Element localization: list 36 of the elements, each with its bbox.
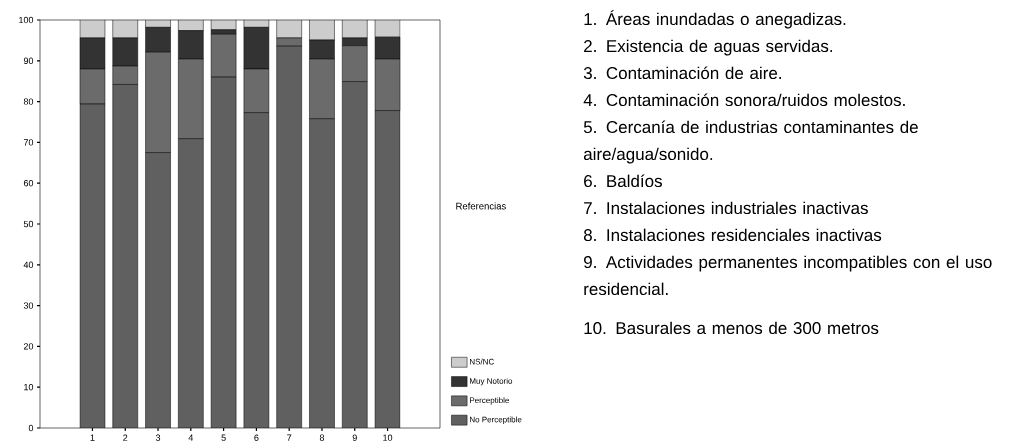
text: 6. Baldíos [584, 174, 662, 188]
y-tick-label: 100 [19, 16, 34, 24]
x-tick-label: 5 [221, 434, 226, 441]
y-tick-label: 50 [23, 220, 34, 228]
x-tick-label: 2 [123, 434, 128, 441]
x-tick-label: 10 [383, 434, 393, 441]
legend-label: Perceptible [470, 397, 510, 405]
x-tick-label: 1 [90, 434, 95, 441]
text: 1. Áreas inundadas o anegadizas. [584, 10, 846, 29]
x-tick-label: 3 [155, 434, 161, 441]
text: 5. Cercanía de industrias contaminantes de aire/agua/sonido. [583, 120, 918, 164]
text: 7. Instalaciones industriales inactivas [584, 201, 868, 215]
y-tick-label: 20 [23, 343, 34, 350]
y-tick-label: 10 [24, 384, 34, 391]
y-tick-label: 60 [23, 180, 34, 187]
text: 9. Actividades permanentes incompatibles con el uso residencial. [584, 255, 992, 296]
legend-label: Muy Notorio [470, 377, 513, 386]
y-tick-label: 0 [28, 424, 34, 432]
text: 10. Basurales a menos de 300 metros [584, 321, 879, 335]
y-tick-label: 90 [23, 57, 34, 64]
y-tick-label: 40 [23, 261, 34, 268]
text: 2. Existencia de aguas servidas. [584, 39, 833, 56]
x-tick-label: 9 [352, 434, 357, 441]
y-tick-label: 70 [23, 139, 34, 146]
x-tick-label: 7 [287, 434, 292, 441]
text: 3. Contaminación de aire. [583, 66, 781, 80]
y-tick-label: 80 [23, 98, 34, 105]
y-tick-label: 30 [23, 302, 34, 309]
text: 8. Instalaciones residenciales inactivas [583, 228, 882, 242]
x-tick-label: 6 [254, 434, 259, 441]
legend-label: No Perceptible [470, 416, 522, 424]
legend-title: Referencias [456, 202, 506, 210]
x-tick-label: 4 [188, 434, 194, 441]
legend-label: NS/NC [470, 358, 494, 365]
text: 4. Contaminación sonora/ruidos molestos. [583, 93, 905, 107]
x-tick-label: 8 [319, 434, 325, 441]
